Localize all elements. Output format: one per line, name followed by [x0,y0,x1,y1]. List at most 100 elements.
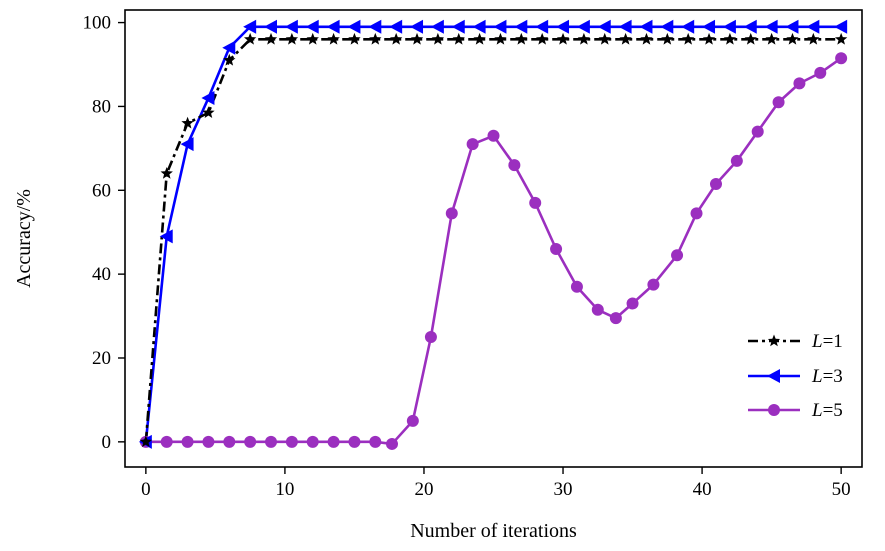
y-axis-title: Accuracy/% [13,189,35,288]
data-point [327,32,340,45]
data-point [609,312,622,325]
data-point [786,32,799,45]
data-point [389,32,403,45]
series-markers-3 [139,52,848,450]
data-point [535,19,549,34]
x-tick-label: 30 [554,479,573,500]
data-point [598,32,611,45]
data-point [730,154,743,167]
data-point [514,19,528,34]
data-point [772,96,785,109]
data-point [556,32,570,45]
x-tick-label: 20 [414,479,433,500]
y-tick-label: 20 [92,348,111,369]
data-point [385,437,398,450]
data-point [640,32,653,45]
data-point [159,229,173,244]
legend-item-2: L=3 [748,366,843,387]
data-point [473,32,486,45]
data-point [451,19,465,34]
data-point [326,19,340,34]
data-point [265,435,278,448]
axis-ticks: 0 10 20 30 40 50 0 20 40 60 80 100 [83,13,851,500]
data-point [306,435,319,448]
data-point [807,32,820,45]
series-lines [144,25,842,446]
data-point [389,19,403,34]
data-point [306,32,319,45]
legend-marker [767,369,780,383]
data-point [591,303,604,316]
data-point [347,19,361,34]
data-point [487,129,500,142]
data-point [201,91,215,106]
data-point [430,19,444,34]
data-point [202,106,215,118]
x-tick-label: 50 [832,479,851,500]
data-point [814,66,827,79]
x-tick-label: 0 [141,479,151,500]
data-point [494,32,507,45]
data-point [626,297,639,310]
data-point [744,32,757,45]
data-point [597,19,611,34]
data-point [702,19,716,34]
series-line-3 [145,57,842,446]
legend-label: L=1 [811,331,843,352]
x-axis-title: Number of iterations [410,520,577,542]
data-point [723,32,737,45]
data-point [785,19,799,34]
data-point [431,32,445,45]
data-point [639,19,653,34]
data-point [764,19,778,34]
data-point [348,32,361,45]
y-tick-label: 60 [92,180,111,201]
plot-frame [124,9,863,468]
data-point [285,32,299,45]
data-point [515,32,528,45]
data-point [181,435,194,448]
data-point [577,32,591,45]
data-point [368,19,382,34]
data-point [834,19,848,34]
series-line-2 [144,25,842,442]
legend-marker [768,404,780,416]
data-point [550,242,563,255]
data-point [466,138,479,151]
data-point [576,19,590,34]
data-point [493,19,507,34]
data-point [160,167,173,179]
data-point [160,435,173,448]
data-point [508,159,521,172]
y-tick-label: 40 [92,264,111,285]
data-point [618,19,632,34]
legend-item-3: L=5 [748,400,843,421]
data-point [682,32,695,45]
data-point [406,414,419,427]
data-point [369,32,382,45]
data-point [751,125,764,138]
data-point [834,32,848,45]
y-tick-label: 100 [83,13,112,34]
data-point [660,19,674,34]
data-point [452,32,465,45]
data-point [806,19,820,34]
data-point [535,32,549,45]
data-point [681,19,695,34]
data-point [410,32,424,45]
series-markers [138,19,848,450]
data-point [424,331,437,344]
data-point [671,249,684,262]
data-point [690,207,703,220]
data-point [793,77,806,90]
data-point [709,177,722,190]
data-point [556,19,570,34]
legend: L=1 L=3 L=5 [748,331,843,421]
data-point [223,53,236,66]
data-point [244,435,257,448]
data-point [570,280,583,293]
data-point [264,32,278,45]
data-point [327,435,340,448]
legend-label: L=3 [811,366,843,387]
